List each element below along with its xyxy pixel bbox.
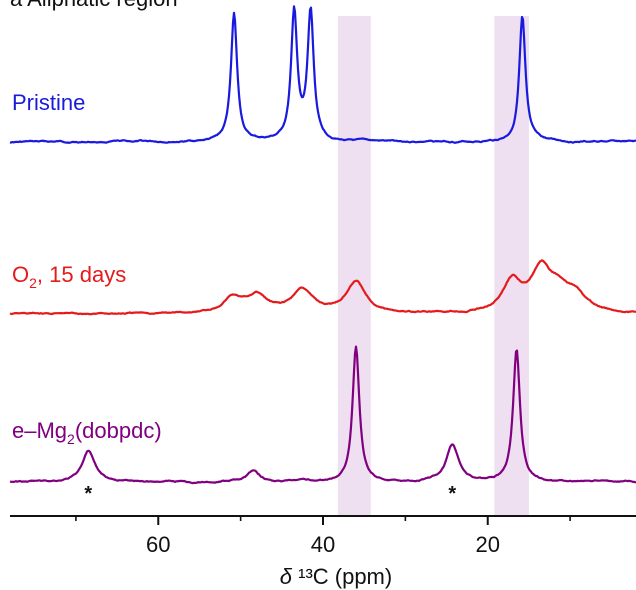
chart-title: a Aliphatic region xyxy=(10,0,178,11)
x-tick-label-0: 60 xyxy=(146,532,170,557)
x-tick-label-2: 20 xyxy=(475,532,499,557)
x-axis: 60 40 20 δ ¹³C (ppm) xyxy=(10,515,636,589)
spectra-traces xyxy=(9,5,636,485)
highlight-band-0 xyxy=(337,16,371,516)
x-axis-label: δ ¹³C (ppm) xyxy=(280,564,392,589)
series-label-0: Pristine xyxy=(12,90,85,115)
x-tick-label-1: 40 xyxy=(311,532,335,557)
series-line-2 xyxy=(9,345,636,485)
series-label-2: e–Mg2(dobpdc) xyxy=(12,418,162,447)
series-line-0 xyxy=(9,5,636,144)
series-line-1 xyxy=(9,259,636,316)
labels: Pristine O2, 15 days e–Mg2(dobpdc) * * a Alip… xyxy=(10,0,456,505)
annotation-asterisk-1: * xyxy=(448,483,456,505)
annotation-asterisk-0: * xyxy=(84,483,92,505)
series-label-1: O2, 15 days xyxy=(12,262,126,291)
highlight-bands xyxy=(337,16,529,516)
